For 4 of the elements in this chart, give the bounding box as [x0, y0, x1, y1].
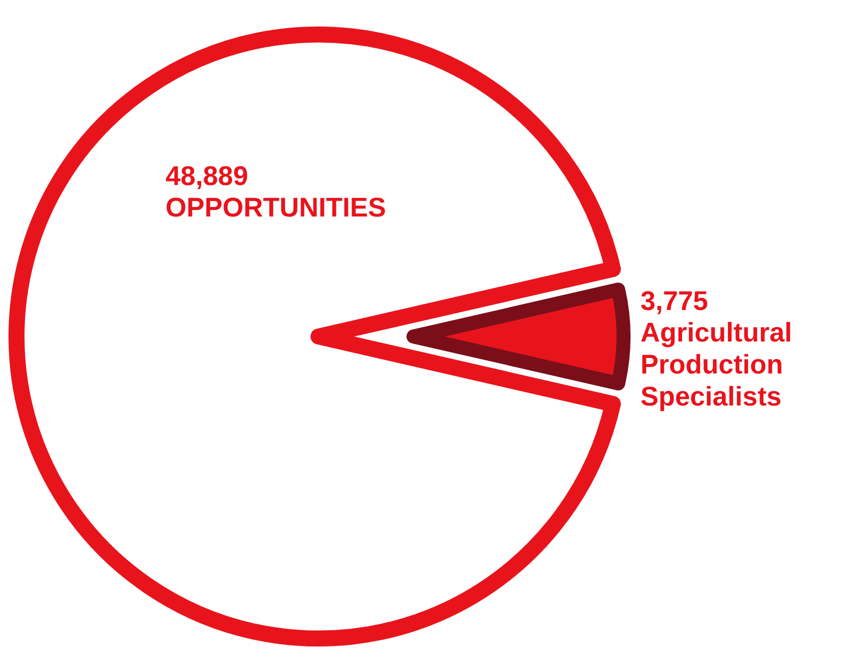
- data-label: 3,775: [640, 286, 708, 316]
- data-label: 48,889: [166, 161, 248, 191]
- slice-label: Agricultural Production Specialists: [640, 318, 792, 412]
- slice-label: OPPORTUNITIES: [166, 192, 386, 222]
